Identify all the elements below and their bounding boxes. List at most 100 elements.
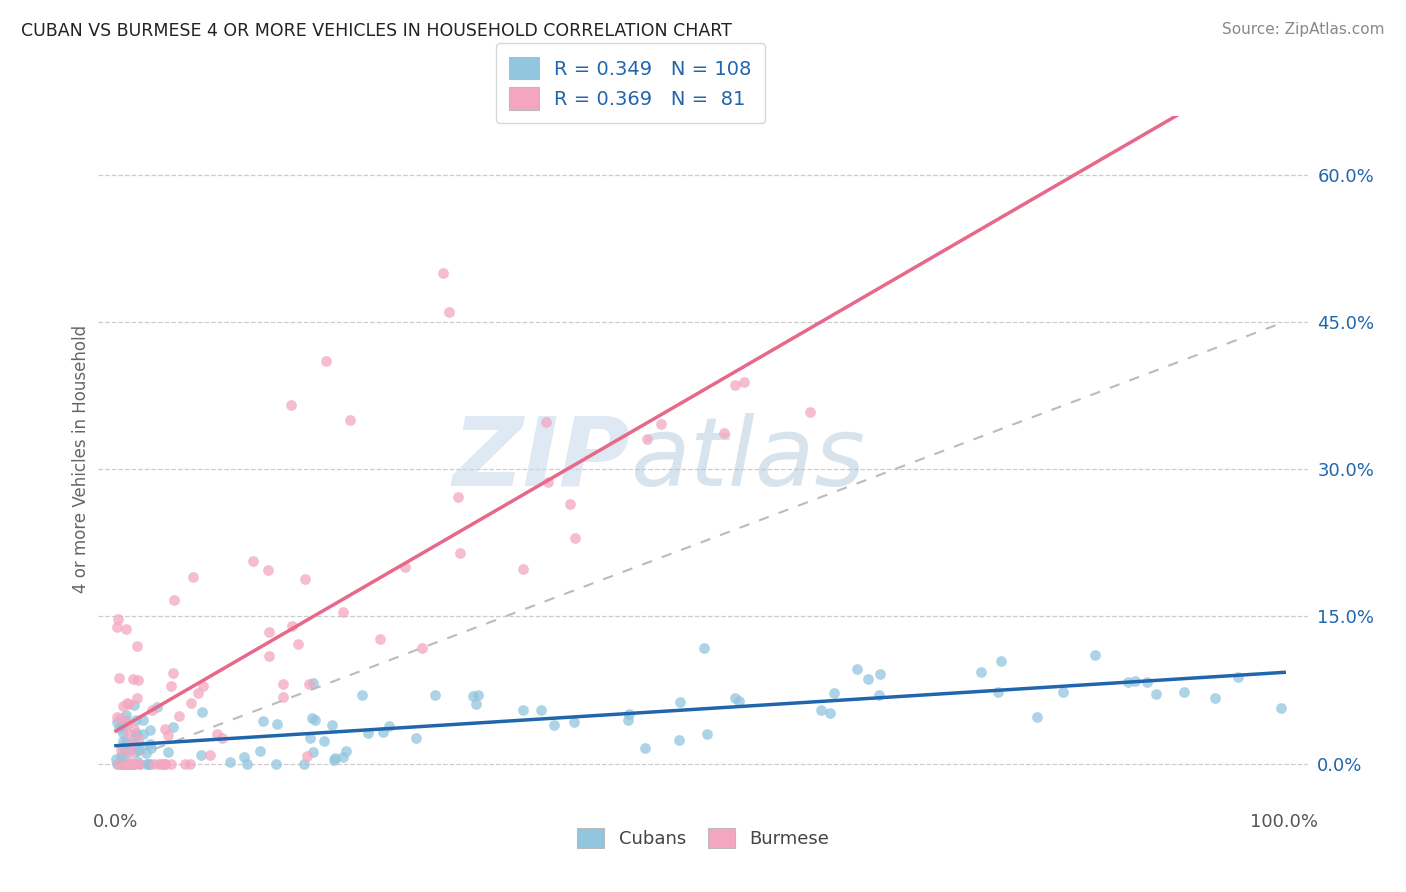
Point <box>162 720 184 734</box>
Point <box>122 756 145 771</box>
Point <box>564 531 586 545</box>
Point <box>120 756 142 771</box>
Point <box>636 432 658 446</box>
Point <box>560 497 582 511</box>
Point <box>295 749 318 764</box>
Point <box>117 715 139 730</box>
Point <box>1270 701 1292 715</box>
Legend: Cubans, Burmese: Cubans, Burmese <box>569 821 837 855</box>
Point <box>117 756 139 771</box>
Point <box>121 737 143 751</box>
Point <box>174 756 197 771</box>
Point <box>371 725 394 739</box>
Point <box>153 756 176 771</box>
Point <box>312 734 335 748</box>
Point <box>114 714 136 728</box>
Point <box>125 754 148 768</box>
Point <box>114 756 136 771</box>
Point <box>377 718 399 732</box>
Point <box>350 688 373 702</box>
Point <box>122 731 145 745</box>
Point <box>266 717 288 731</box>
Point <box>112 747 135 762</box>
Point <box>146 700 169 714</box>
Point <box>233 750 256 764</box>
Point <box>115 696 138 710</box>
Point <box>724 378 747 392</box>
Point <box>287 637 309 651</box>
Point <box>120 743 142 757</box>
Point <box>530 703 553 717</box>
Point <box>114 740 136 755</box>
Point <box>256 563 278 577</box>
Point <box>127 728 149 742</box>
Point <box>1204 690 1226 705</box>
Point <box>118 697 141 711</box>
Point <box>160 679 183 693</box>
Point <box>339 413 361 427</box>
Point <box>411 640 433 655</box>
Point <box>125 725 148 739</box>
Point <box>990 654 1012 668</box>
Point <box>799 404 821 418</box>
Point <box>733 375 755 389</box>
Point <box>257 625 280 640</box>
Point <box>461 689 484 703</box>
Point <box>845 662 868 676</box>
Point <box>157 728 180 742</box>
Point <box>107 722 129 736</box>
Point <box>198 747 221 762</box>
Point <box>219 756 242 770</box>
Point <box>150 756 173 771</box>
Point <box>1084 648 1107 663</box>
Point <box>191 679 214 693</box>
Point <box>107 620 129 634</box>
Point <box>122 698 145 712</box>
Point <box>205 727 228 741</box>
Point <box>117 726 139 740</box>
Point <box>668 732 690 747</box>
Point <box>111 756 134 771</box>
Point <box>280 398 302 412</box>
Point <box>713 426 735 441</box>
Point <box>437 305 460 319</box>
Point <box>127 690 149 705</box>
Point <box>115 622 138 636</box>
Point <box>512 703 534 717</box>
Point <box>155 756 177 771</box>
Point <box>301 710 323 724</box>
Point <box>617 714 640 728</box>
Point <box>650 417 672 431</box>
Point <box>1123 674 1146 689</box>
Point <box>111 699 134 714</box>
Point <box>128 756 150 771</box>
Point <box>969 665 991 680</box>
Point <box>617 706 640 721</box>
Point <box>321 717 343 731</box>
Y-axis label: 4 or more Vehicles in Household: 4 or more Vehicles in Household <box>72 326 90 593</box>
Point <box>696 727 718 741</box>
Point <box>1173 685 1195 699</box>
Text: ZIP: ZIP <box>453 413 630 506</box>
Point <box>129 756 152 771</box>
Point <box>141 741 163 756</box>
Point <box>323 753 346 767</box>
Point <box>105 756 128 771</box>
Point <box>543 718 565 732</box>
Point <box>187 686 209 700</box>
Point <box>562 715 585 730</box>
Point <box>447 490 470 504</box>
Point <box>131 739 153 753</box>
Point <box>127 673 149 687</box>
Point <box>115 708 138 723</box>
Point <box>868 688 890 702</box>
Point <box>1226 670 1249 684</box>
Point <box>111 756 134 771</box>
Point <box>138 723 160 737</box>
Point <box>512 561 534 575</box>
Point <box>1052 685 1074 699</box>
Point <box>148 756 170 771</box>
Point <box>163 593 186 607</box>
Point <box>115 743 138 757</box>
Point <box>449 546 471 560</box>
